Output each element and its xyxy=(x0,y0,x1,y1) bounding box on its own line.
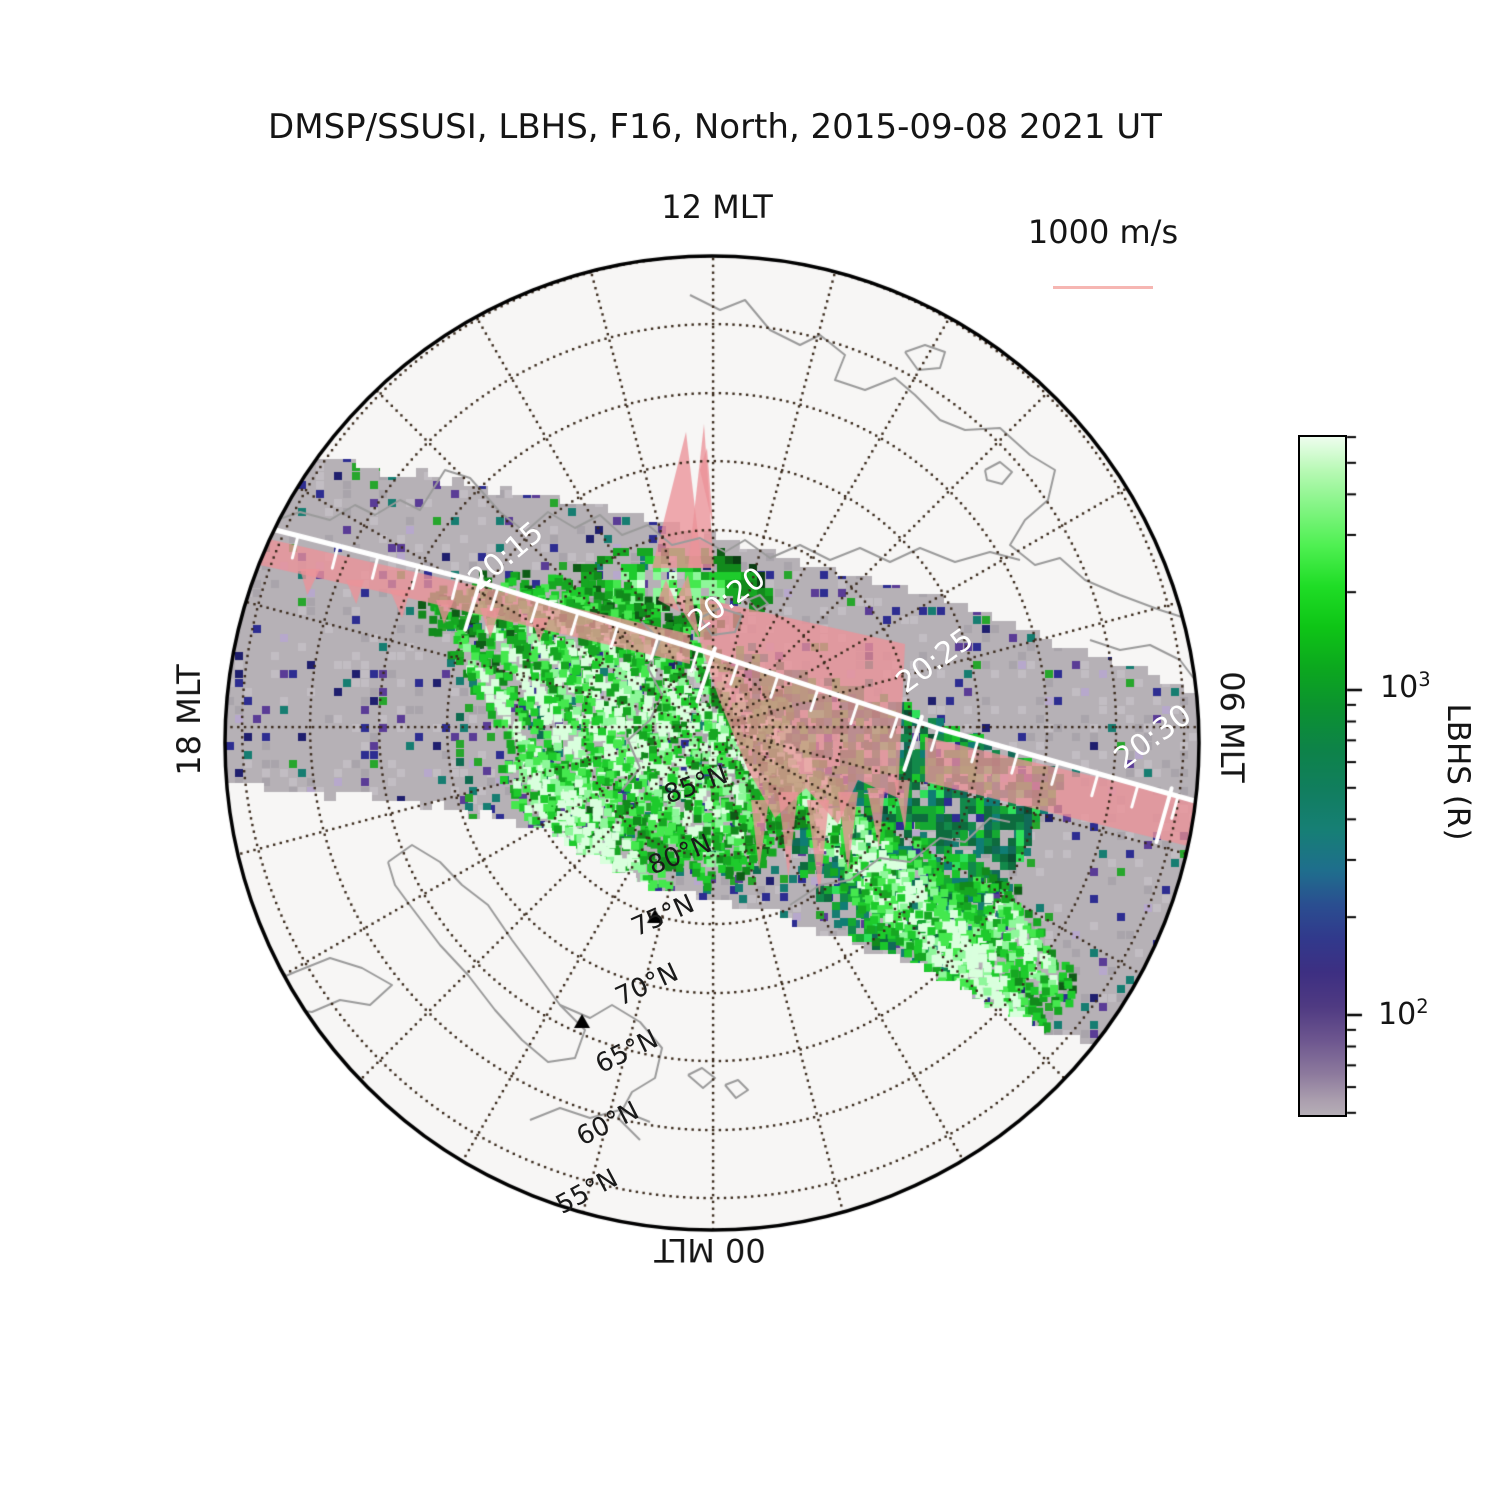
colorbar-tick-label-1e2: 102 xyxy=(1378,995,1429,1032)
colorbar-tick-label-1e3: 103 xyxy=(1380,668,1431,705)
colorbar xyxy=(1298,435,1347,1117)
mlt-label-00: 00 MLT xyxy=(654,1231,766,1269)
colorbar-title: LBHS (R) xyxy=(1440,703,1476,841)
velocity-scale-line xyxy=(1053,286,1153,289)
mlt-label-18: 18 MLT xyxy=(170,664,208,776)
velocity-scale-label: 1000 m/s xyxy=(1027,213,1179,251)
mlt-label-06: 06 MLT xyxy=(1213,671,1251,783)
mlt-label-12: 12 MLT xyxy=(661,188,773,226)
plot-title: DMSP/SSUSI, LBHS, F16, North, 2015-09-08… xyxy=(268,107,1162,147)
